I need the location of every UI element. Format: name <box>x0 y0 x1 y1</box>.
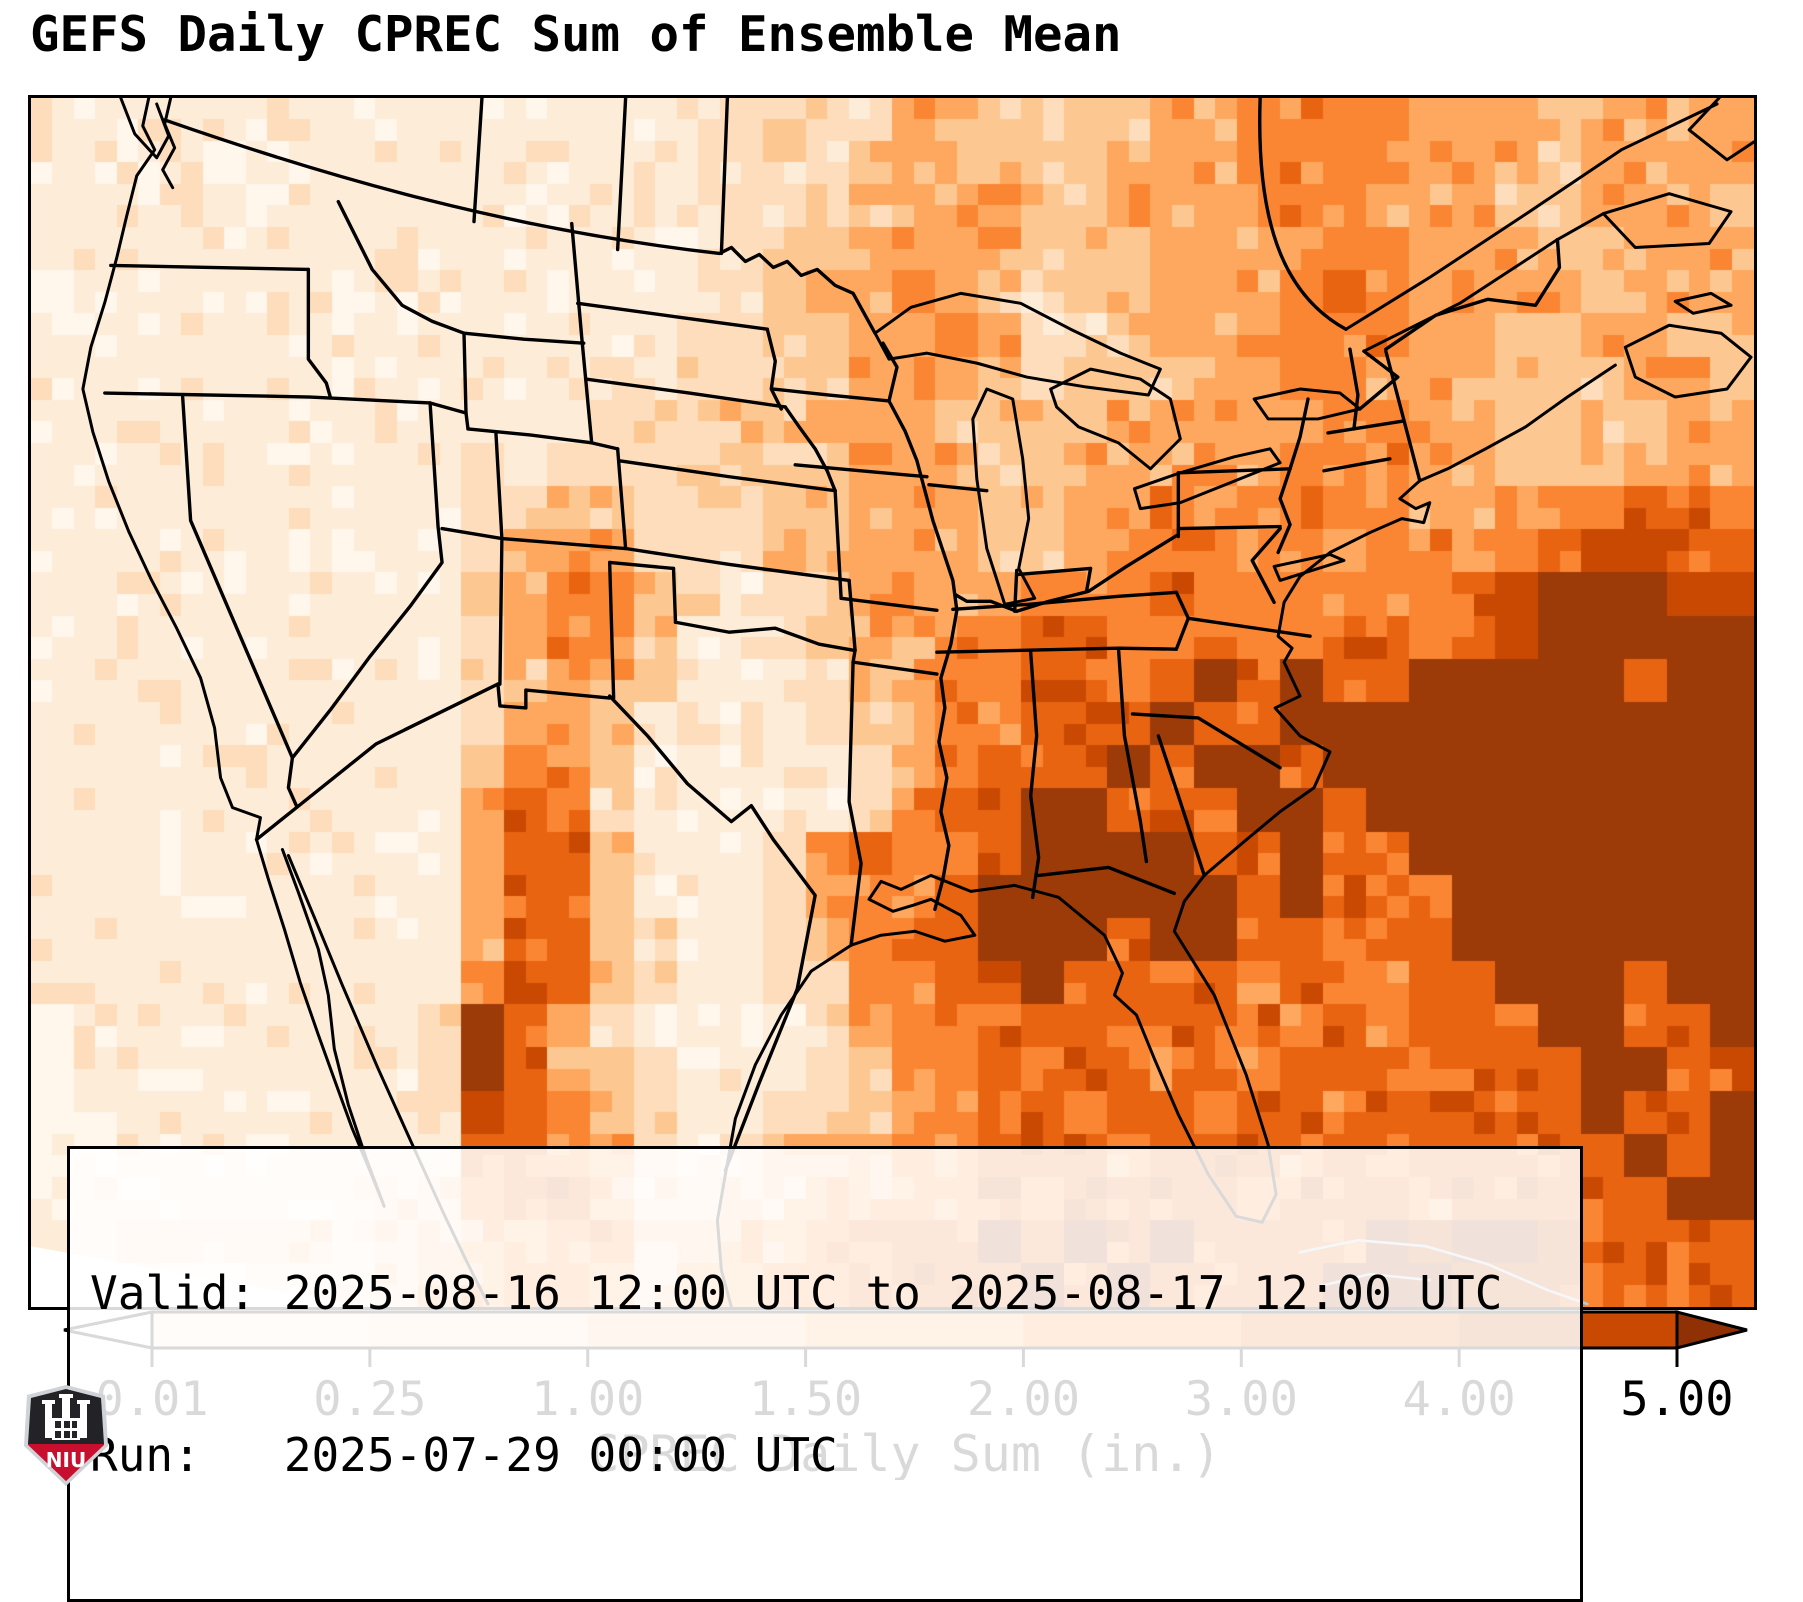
state-border-path <box>1186 616 1312 638</box>
state-border-path <box>673 620 855 652</box>
state-border-path <box>306 267 333 399</box>
state-border-path <box>1322 457 1392 473</box>
state-border-path <box>1036 865 1177 896</box>
state-border-path <box>462 331 586 345</box>
state-border-path <box>851 660 939 676</box>
state-border-path <box>783 405 837 493</box>
state-border-path <box>498 536 504 686</box>
state-border-path <box>1176 467 1292 475</box>
state-border-path <box>887 399 959 912</box>
state-border-path <box>1017 566 1093 577</box>
coastline-path <box>1272 552 1346 582</box>
coastline-path <box>971 387 1037 606</box>
state-border-path <box>847 578 857 652</box>
state-border-path <box>472 98 484 224</box>
coastline-path <box>1623 323 1753 399</box>
niu-logo: NIU <box>24 1385 108 1486</box>
state-border-path <box>1384 237 1562 351</box>
state-border-path <box>109 263 311 272</box>
state-border-path <box>494 431 504 541</box>
state-border-path <box>1028 650 1041 900</box>
state-border-path <box>286 401 444 808</box>
state-border-path <box>881 341 899 403</box>
state-border-path <box>953 532 1181 613</box>
state-border-path <box>1174 590 1191 651</box>
state-border-path <box>254 682 500 842</box>
coastline-path <box>1344 102 1719 331</box>
state-borders-overlay <box>31 98 1754 1307</box>
state-border-path <box>935 646 1179 654</box>
state-border-path <box>1130 712 1282 770</box>
map-panel: Valid: 2025-08-16 12:00 UTC to 2025-08-1… <box>28 95 1757 1602</box>
state-border-path <box>927 483 989 493</box>
coastline-path <box>1687 98 1754 162</box>
figure-title: GEFS Daily CPREC Sum of Ensemble Mean <box>30 6 1122 63</box>
weather-map-figure: { "figure": { "title": "GEFS Daily CPREC… <box>24 6 1757 1602</box>
state-border-path <box>1288 397 1310 471</box>
coastline-path <box>1362 212 1605 353</box>
state-border-path <box>1250 526 1282 605</box>
state-border-path <box>1358 349 1400 411</box>
state-border-path <box>607 560 616 700</box>
state-border-path <box>851 648 857 664</box>
state-border-path <box>496 682 612 710</box>
state-border-path <box>336 199 466 335</box>
niu-logo-text: NIU <box>46 1448 86 1472</box>
state-border-path <box>793 463 929 479</box>
state-border-path <box>951 590 1179 612</box>
coastline-path <box>1673 291 1733 315</box>
coastline-path <box>1132 447 1282 511</box>
state-border-path <box>180 395 295 760</box>
state-border-path <box>847 660 863 947</box>
state-border-path <box>617 459 837 493</box>
state-border-path <box>839 596 939 612</box>
state-border-path <box>671 566 678 624</box>
state-border-path <box>1176 524 1282 531</box>
state-border-path <box>1348 347 1360 431</box>
coastline-path <box>161 98 177 190</box>
state-border-path <box>607 694 817 1173</box>
state-border-path <box>1326 419 1406 435</box>
state-border-path <box>765 327 783 411</box>
coastline-path <box>1601 192 1733 250</box>
coastline-path <box>873 291 1162 397</box>
state-border-path <box>576 301 769 331</box>
state-border-path <box>719 98 730 256</box>
info-box: Valid: 2025-08-16 12:00 UTC to 2025-08-1… <box>67 1146 1583 1602</box>
state-border-path <box>584 377 787 409</box>
state-border-path <box>466 427 620 451</box>
state-border-path <box>1116 646 1149 864</box>
state-border-path <box>615 98 628 252</box>
valid-text: Valid: 2025-08-16 12:00 UTC to 2025-08-1… <box>90 1266 1503 1320</box>
state-border-path <box>440 526 851 583</box>
state-border-path <box>428 401 468 415</box>
state-border-path <box>1258 98 1348 331</box>
state-border-path <box>833 489 843 601</box>
state-border-path <box>607 560 676 571</box>
niu-castle-icon <box>42 1394 90 1440</box>
state-border-path <box>1084 566 1093 594</box>
state-border-path <box>570 221 594 445</box>
state-border-path <box>615 447 628 551</box>
state-border-path <box>1276 467 1292 555</box>
niu-red-band <box>28 1444 104 1481</box>
colorbar-tick-label: 5.00 <box>1620 1372 1733 1427</box>
colorbar-over-arrow <box>1675 1310 1748 1350</box>
state-border-path <box>771 387 891 403</box>
state-border-path <box>162 118 877 335</box>
coastline-path <box>1049 367 1182 471</box>
state-border-path <box>1156 734 1206 878</box>
coastline-path <box>81 98 386 1208</box>
state-border-path <box>103 391 432 405</box>
run-text: Run: 2025-07-29 00:00 UTC <box>90 1428 838 1482</box>
